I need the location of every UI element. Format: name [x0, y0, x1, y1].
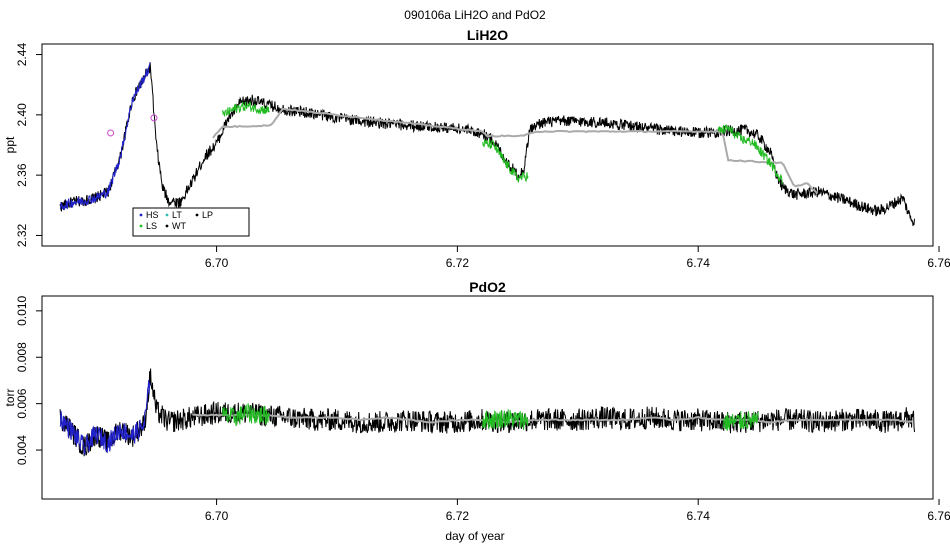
legend-swatch	[165, 213, 169, 217]
pdo2-x-tick-label: 6.72	[446, 509, 470, 523]
legend-label: LT	[172, 210, 182, 220]
legend-swatch	[165, 224, 169, 228]
lih2o-series-line	[482, 138, 529, 183]
pdo2-series-line	[723, 410, 759, 431]
lih2o-series-line	[222, 100, 270, 117]
lih2o-x-tick-label: 6.76	[927, 256, 950, 270]
lih2o-panel-title: LiH2O	[467, 27, 508, 43]
x-axis-label: day of year	[445, 529, 504, 543]
figure-suptitle: 090106a LiH2O and PdO2	[404, 8, 546, 22]
lih2o-y-tick-label: 2.36	[15, 163, 29, 187]
pdo2-series-line	[59, 379, 151, 456]
lih2o-y-tick-label: 2.32	[15, 223, 29, 247]
lih2o-y-axis-label: ppt	[3, 136, 17, 153]
legend-label: WT	[172, 221, 186, 231]
pdo2-series-line	[222, 403, 270, 427]
pdo2-y-tick-label: 0.008	[15, 342, 29, 372]
pdo2-y-axis-label: torr	[3, 388, 17, 406]
pdo2-series-line	[482, 409, 529, 430]
pdo2-plot-frame	[41, 295, 934, 500]
pdo2-y-tick-label: 0.004	[15, 435, 29, 465]
legend-label: HS	[146, 210, 159, 220]
pdo2-x-tick-label: 6.74	[687, 509, 711, 523]
pdo2-series-line	[192, 413, 913, 424]
lih2o-x-tick-label: 6.74	[687, 256, 711, 270]
legend-swatch	[195, 213, 199, 217]
legend-box	[132, 207, 250, 237]
lih2o-y-tick-label: 2.44	[15, 43, 29, 67]
lih2o-series-line	[59, 62, 151, 210]
lih2o-marker	[107, 129, 115, 137]
lih2o-x-tick-label: 6.70	[205, 256, 229, 270]
pdo2-x-tick-label: 6.70	[205, 509, 229, 523]
lih2o-y-tick-label: 2.40	[15, 103, 29, 127]
legend-label: LP	[202, 210, 213, 220]
lih2o-marker	[150, 114, 158, 122]
lih2o-plot-frame	[41, 43, 934, 247]
pdo2-y-tick-label: 0.006	[15, 388, 29, 418]
pdo2-panel-title: PdO2	[469, 279, 506, 295]
lih2o-panel: LiH2O ppt 6.70 6.72 6.74 6.76 2.32 2.36 2.40 2.44	[3, 27, 950, 270]
legend-swatch	[139, 213, 143, 217]
pdo2-x-tick-label: 6.76	[927, 509, 950, 523]
legend-label: LS	[146, 221, 157, 231]
pdo2-panel: PdO2 torr 6.70 6.72 6.74 6.76 0.004 0.006 0.008 0…	[3, 279, 950, 523]
legend-swatch	[139, 224, 143, 228]
pdo2-series-line	[59, 368, 915, 457]
pdo2-y-tick-label: 0.010	[15, 296, 29, 326]
lih2o-series-line	[717, 124, 783, 185]
lih2o-series-line	[212, 107, 819, 195]
lih2o-x-tick-label: 6.72	[446, 256, 470, 270]
